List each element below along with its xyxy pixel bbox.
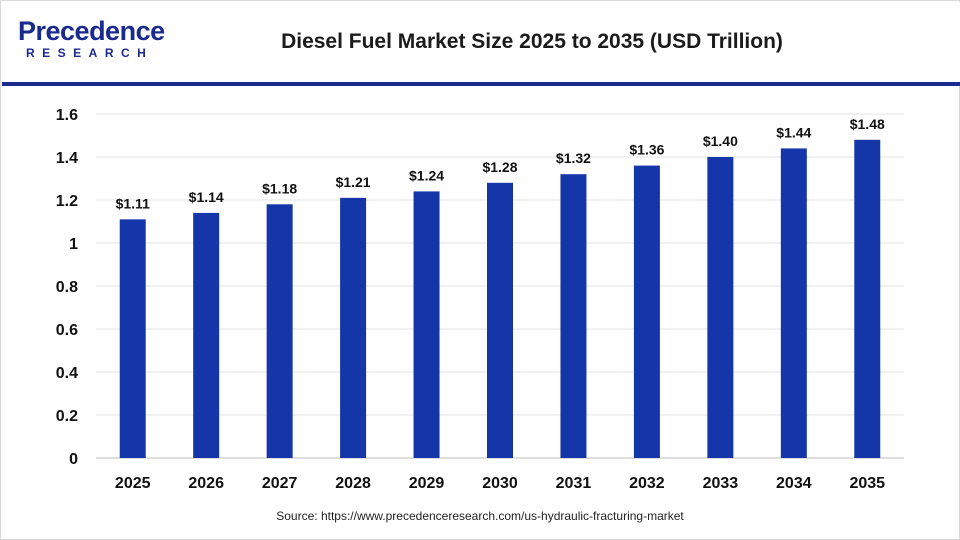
y-tick-label: 0.4 (56, 365, 78, 382)
source-note: Source: https://www.precedenceresearch.c… (276, 509, 684, 523)
data-label-2034: $1.44 (776, 124, 811, 140)
logo-subtext: RESEARCH (26, 46, 154, 60)
chart-title: Diesel Fuel Market Size 2025 to 2035 (US… (281, 30, 783, 53)
precedence-research-logo: Precedence RESEARCH (18, 16, 168, 68)
data-label-2025: $1.11 (116, 195, 150, 211)
x-tick-label-2032: 2032 (629, 475, 665, 492)
bar-2031 (560, 174, 587, 458)
y-tick-label: 0 (69, 451, 78, 468)
header: Precedence RESEARCH Diesel Fuel Market S… (2, 2, 960, 82)
y-tick-label: 0.2 (56, 408, 78, 425)
x-tick-label-2025: 2025 (115, 475, 151, 492)
x-tick-label-2031: 2031 (556, 475, 592, 492)
data-label-2033: $1.40 (703, 133, 738, 149)
data-label-2032: $1.36 (629, 142, 664, 158)
bar-2028 (340, 197, 367, 458)
data-labels: $1.11 $1.14 $1.18 $1.21 $1.24 $1.28 $1.32 $1.36… (116, 116, 885, 212)
bar-2027 (266, 204, 293, 458)
x-tick-label-2033: 2033 (703, 475, 739, 492)
y-tick-label: 1 (69, 236, 78, 253)
x-tick-label-2035: 2035 (849, 475, 885, 492)
bars (119, 139, 881, 459)
data-label-2028: $1.21 (336, 174, 371, 190)
x-tick-label-2028: 2028 (335, 475, 371, 492)
data-label-2026: $1.14 (189, 189, 224, 205)
bar-2029 (413, 191, 440, 458)
bar-2030 (487, 182, 513, 459)
bar-2026 (193, 212, 220, 458)
y-axis-ticks: 0 0.2 0.4 0.6 0.8 1 1.2 1.4 1.6 (56, 107, 78, 468)
y-tick-label: 0.6 (56, 322, 78, 339)
x-axis-ticks: 2025 2026 2027 2028 2029 2030 2031 2032 2033 2034… (115, 475, 885, 492)
x-tick-label-2030: 2030 (482, 475, 518, 492)
header-divider (2, 82, 960, 86)
bar-2033 (707, 157, 734, 458)
y-tick-label: 1.2 (56, 193, 78, 210)
x-tick-label-2034: 2034 (776, 475, 812, 492)
data-label-2031: $1.32 (556, 150, 591, 166)
y-tick-label: 0.8 (56, 279, 78, 296)
bar-2034 (780, 148, 807, 458)
data-label-2027: $1.18 (262, 180, 297, 196)
data-label-2035: $1.48 (850, 116, 885, 132)
x-tick-label-2026: 2026 (188, 475, 224, 492)
data-label-2029: $1.24 (409, 167, 444, 183)
x-tick-label-2027: 2027 (262, 475, 298, 492)
y-tick-label: 1.6 (56, 107, 78, 124)
y-tick-label: 1.4 (56, 150, 78, 167)
data-label-2030: $1.28 (482, 159, 517, 175)
x-tick-label-2029: 2029 (409, 475, 445, 492)
bar-2032 (633, 165, 660, 458)
bar-2025 (119, 219, 146, 458)
bar-2035 (854, 139, 881, 459)
logo-text: Precedence (18, 16, 165, 46)
